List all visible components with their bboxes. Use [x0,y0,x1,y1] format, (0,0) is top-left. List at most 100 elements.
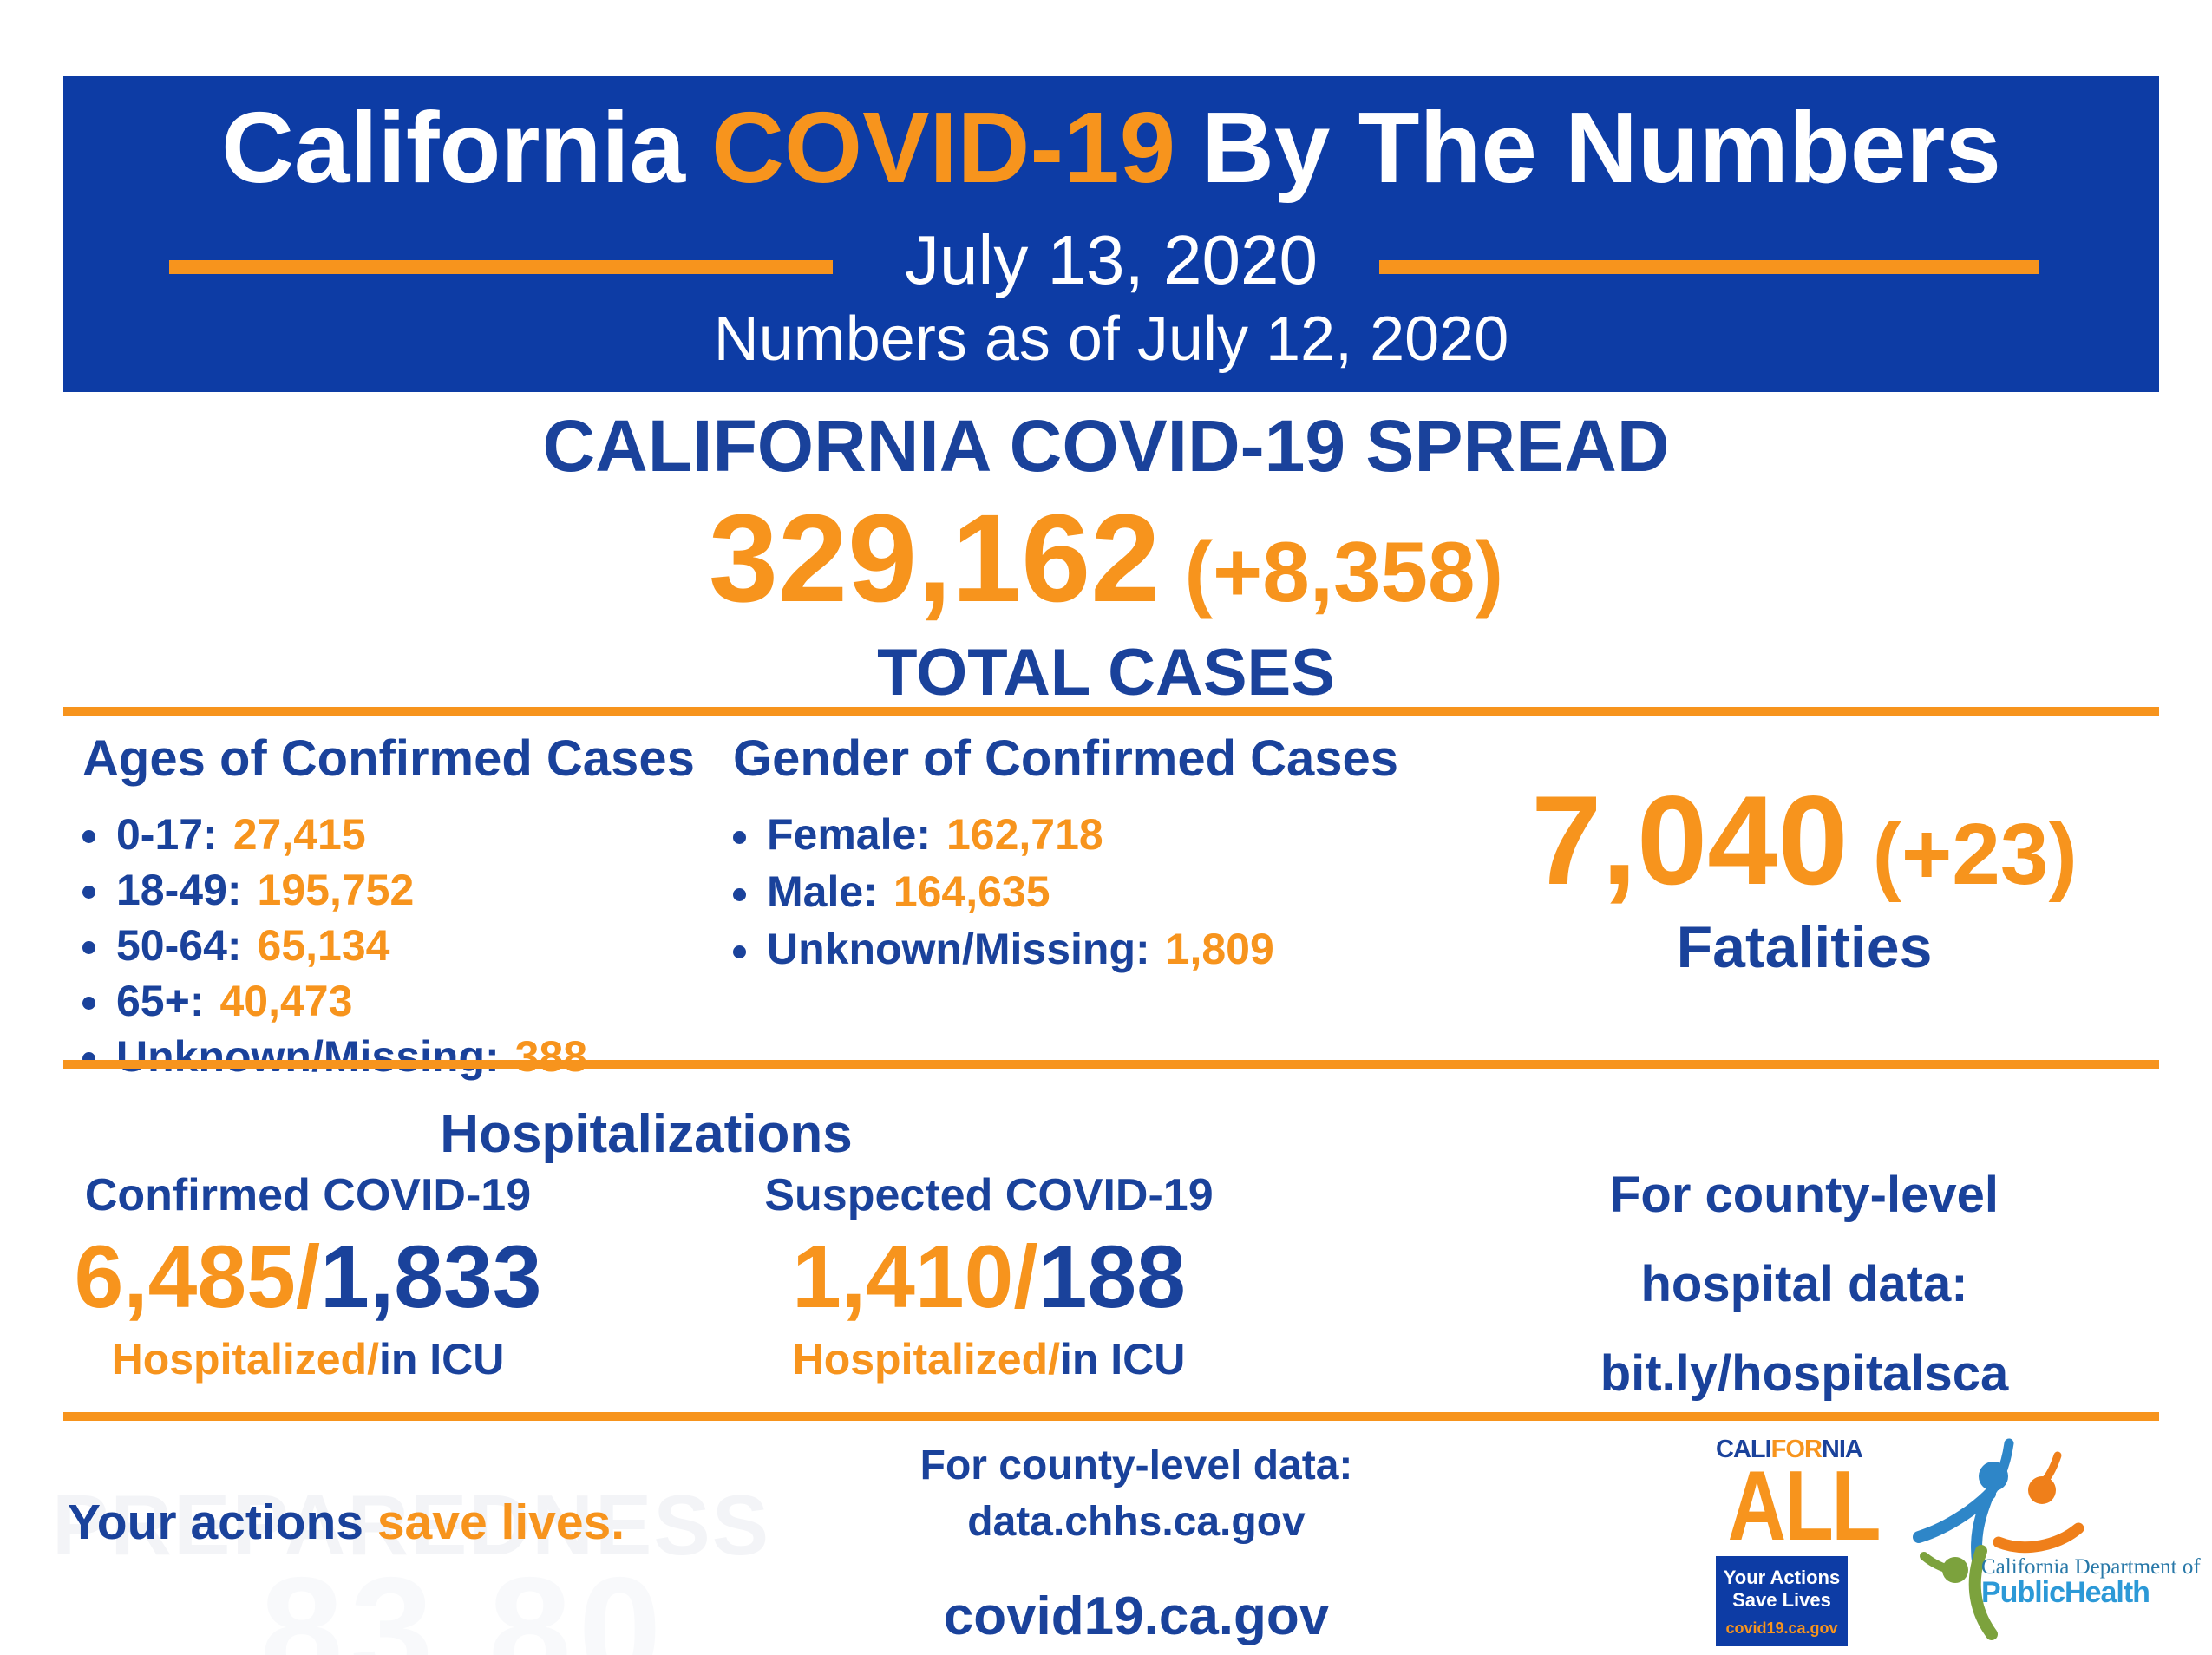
divider-rule-top [63,707,2159,716]
title-part1: California [221,91,686,204]
county-hospital-url: bit.ly/hospitalsca [1600,1345,2009,1403]
badge-line: Save Lives [1732,1589,1831,1612]
spread-section: CALIFORNIA COVID-19 SPREAD 329,162 (+8,3… [0,408,2212,710]
watermark-number: 83,80 [260,1547,669,1655]
divider-rule-bottom [63,1412,2159,1421]
total-cases-row: 329,162 (+8,358) [0,496,2212,621]
tagline: Your actions save lives. [68,1494,625,1551]
total-cases-delta: (+8,358) [1184,524,1504,620]
cdph-dept-line: California Department of [1981,1555,2201,1579]
list-item: 50-64: 65,134 [82,920,695,976]
caption-hospitalized: Hospitalized/ [792,1335,1060,1384]
stat-label: Unknown/Missing: [116,1031,500,1081]
wordmark-seg: NIA [1821,1436,1863,1463]
stat-label: 50-64: [116,920,242,970]
report-date: July 13, 2020 [905,221,1318,298]
stat-value: 1,809 [1165,924,1274,973]
header-banner: California COVID-19 By The Numbers July … [63,76,2159,392]
fatalities-label: Fatalities [1676,914,1933,980]
county-note-line: For county-level [1610,1167,1999,1223]
bullet-icon [733,945,746,959]
bullet-icon [82,886,95,899]
date-rule-left [169,260,833,274]
hosp-confirmed-label: Confirmed COVID-19 [84,1170,532,1220]
hosp-confirmed-caption: Hospitalized/in ICU [65,1334,551,1384]
list-item: 0-17: 27,415 [82,809,695,865]
hosp-suspected-caption: Hospitalized/in ICU [763,1334,1214,1384]
list-item: 18-49: 195,752 [82,865,695,920]
numbers-as-of-date: Numbers as of July 12, 2020 [713,304,1509,374]
tagline-orange: save lives. [376,1495,625,1550]
stat-label: Male: [767,867,878,916]
covid19-site-url: covid19.ca.gov [943,1586,1330,1646]
bullet-icon [82,830,95,844]
county-hospital-note: For county-level hospital data: bit.ly/h… [1535,1150,2073,1419]
hosp-confirmed-number: 6,485/1,833 [65,1228,551,1325]
cdph-publichealth-line: PublicHealth [1981,1576,2150,1609]
tagline-blue: Your actions [68,1495,363,1550]
page-title: California COVID-19 By The Numbers [63,90,2159,206]
caption-hospitalized: Hospitalized/ [111,1335,379,1384]
ages-section: Ages of Confirmed Cases 0-17: 27,415 18-… [82,731,695,1087]
stat-label: 65+: [116,976,205,1025]
divider-rule-middle [63,1060,2159,1069]
california-all-logo: CALIFORNIA ALL Your Actions Save Lives c… [1716,1436,1881,1646]
cdph-figures-icon [1913,1438,2084,1640]
fatalities-row: 7,040 (+23) [1509,777,2099,905]
stat-value: 195,752 [257,865,415,914]
stat-label: 18-49: [116,865,242,914]
fatalities-section: 7,040 (+23) Fatalities [1509,777,2099,981]
stat-label: Unknown/Missing: [767,924,1150,973]
stat-value: 164,635 [893,867,1050,916]
list-item: Female: 162,718 [733,809,1398,867]
hosp-confirmed-column: Confirmed COVID-19 6,485/1,833 Hospitali… [65,1169,551,1384]
caption-icu: in ICU [378,1335,505,1384]
stat-label: 0-17: [116,809,218,859]
title-highlight: COVID-19 [711,91,1176,204]
hospitalized-count: 6,485/ [74,1227,321,1326]
badge-line: Your Actions [1723,1566,1841,1588]
gender-section: Gender of Confirmed Cases Female: 162,71… [733,731,1398,981]
total-cases-value: 329,162 [708,488,1161,629]
list-item: Male: 164,635 [733,867,1398,924]
hospitalized-count: 1,410/ [792,1227,1038,1326]
list-item: 65+: 40,473 [82,976,695,1031]
wordmark-seg: FOR [1770,1436,1823,1463]
fatalities-value: 7,040 [1531,769,1849,911]
icu-count: 1,833 [320,1227,542,1326]
county-note-line: hospital data: [1640,1256,1968,1313]
list-item: Unknown/Missing: 1,809 [733,924,1398,981]
hosp-suspected-number: 1,410/188 [763,1228,1214,1325]
hosp-suspected-label: Suspected COVID-19 [764,1170,1214,1220]
cdph-logo: California Department of PublicHealth [1908,1438,2201,1646]
caption-icu: in ICU [1059,1335,1186,1384]
stat-value: 65,134 [257,920,390,970]
california-all-wordmark: CALIFORNIA [1716,1436,1863,1464]
footer-links: For county-level data: data.chhs.ca.gov … [867,1442,1405,1647]
date-rule-right [1379,260,2039,274]
hospitalizations-heading: Hospitalizations [440,1104,853,1164]
stat-value: 27,415 [232,809,366,859]
title-part2: By The Numbers [1201,91,2001,204]
gender-heading: Gender of Confirmed Cases [733,730,1399,787]
stat-label: Female: [767,809,931,859]
bullet-icon [733,888,746,902]
county-data-label: For county-level data: [919,1442,1353,1488]
list-item: Unknown/Missing: 388 [82,1031,695,1087]
ages-heading: Ages of Confirmed Cases [82,730,695,787]
county-data-url: data.chhs.ca.gov [967,1499,1306,1545]
stat-value: 162,718 [946,809,1103,859]
stat-value: 388 [514,1031,588,1081]
fatalities-delta: (+23) [1872,806,2078,903]
watermark-text: PREPAREDNESS [52,1477,771,1573]
bullet-icon [82,941,95,955]
total-cases-label: TOTAL CASES [877,636,1335,710]
spread-title: CALIFORNIA COVID-19 SPREAD [542,405,1670,487]
cdph-text: California Department of PublicHealth [1981,1556,2201,1609]
wordmark-seg: CALI [1716,1436,1772,1463]
stat-value: 40,473 [219,976,353,1025]
bullet-icon [733,831,746,845]
badge-url: covid19.ca.gov [1725,1619,1838,1637]
your-actions-save-lives-badge: Your Actions Save Lives covid19.ca.gov [1716,1555,1848,1646]
